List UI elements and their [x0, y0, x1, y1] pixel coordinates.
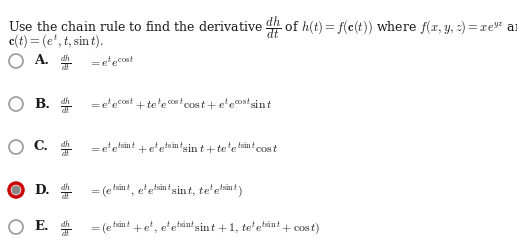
- Text: D.: D.: [34, 184, 50, 196]
- Circle shape: [9, 183, 23, 197]
- Text: B.: B.: [34, 98, 50, 110]
- Text: $= e^t e^{\cos t} + te^t e^{\cos t} \cos t + e^t e^{\cos t} \sin t$: $= e^t e^{\cos t} + te^t e^{\cos t} \cos…: [88, 97, 272, 113]
- Circle shape: [9, 220, 23, 234]
- Text: $\frac{dh}{dt}$: $\frac{dh}{dt}$: [60, 96, 71, 116]
- Text: $= e^t e^{t\sin t} + e^t e^{t\sin t} \sin t + te^t e^{t\sin t} \cos t$: $= e^t e^{t\sin t} + e^t e^{t\sin t} \si…: [88, 140, 279, 156]
- Circle shape: [12, 186, 20, 194]
- Text: $\frac{dh}{dt}$: $\frac{dh}{dt}$: [60, 219, 71, 239]
- Text: $= e^t e^{\cos t}$: $= e^t e^{\cos t}$: [88, 54, 134, 70]
- Text: $\mathbf{c}(t) = (e^t, t, \sin t).$: $\mathbf{c}(t) = (e^t, t, \sin t).$: [8, 32, 104, 50]
- Text: $= (e^{t\sin t} + e^t,\, e^t e^{t\sin t} \sin t + 1,\, te^t e^{t\sin t} + \cos t: $= (e^{t\sin t} + e^t,\, e^t e^{t\sin t}…: [88, 220, 321, 236]
- Text: $= (e^{t\sin t},\, e^t e^{t\sin t} \sin t,\, te^t e^{t\sin t})$: $= (e^{t\sin t},\, e^t e^{t\sin t} \sin …: [88, 182, 243, 200]
- Text: $\frac{dh}{dt}$: $\frac{dh}{dt}$: [60, 182, 71, 202]
- Text: A.: A.: [34, 54, 49, 68]
- Text: $\frac{dh}{dt}$: $\frac{dh}{dt}$: [60, 139, 71, 159]
- Circle shape: [9, 140, 23, 154]
- Text: C.: C.: [34, 140, 49, 153]
- Text: $\frac{dh}{dt}$: $\frac{dh}{dt}$: [60, 53, 71, 73]
- Circle shape: [9, 97, 23, 111]
- Circle shape: [9, 54, 23, 68]
- Text: E.: E.: [34, 220, 49, 234]
- Text: Use the chain rule to find the derivative $\dfrac{dh}{dt}$ of $h(t) = f(\mathbf{: Use the chain rule to find the derivativ…: [8, 14, 517, 41]
